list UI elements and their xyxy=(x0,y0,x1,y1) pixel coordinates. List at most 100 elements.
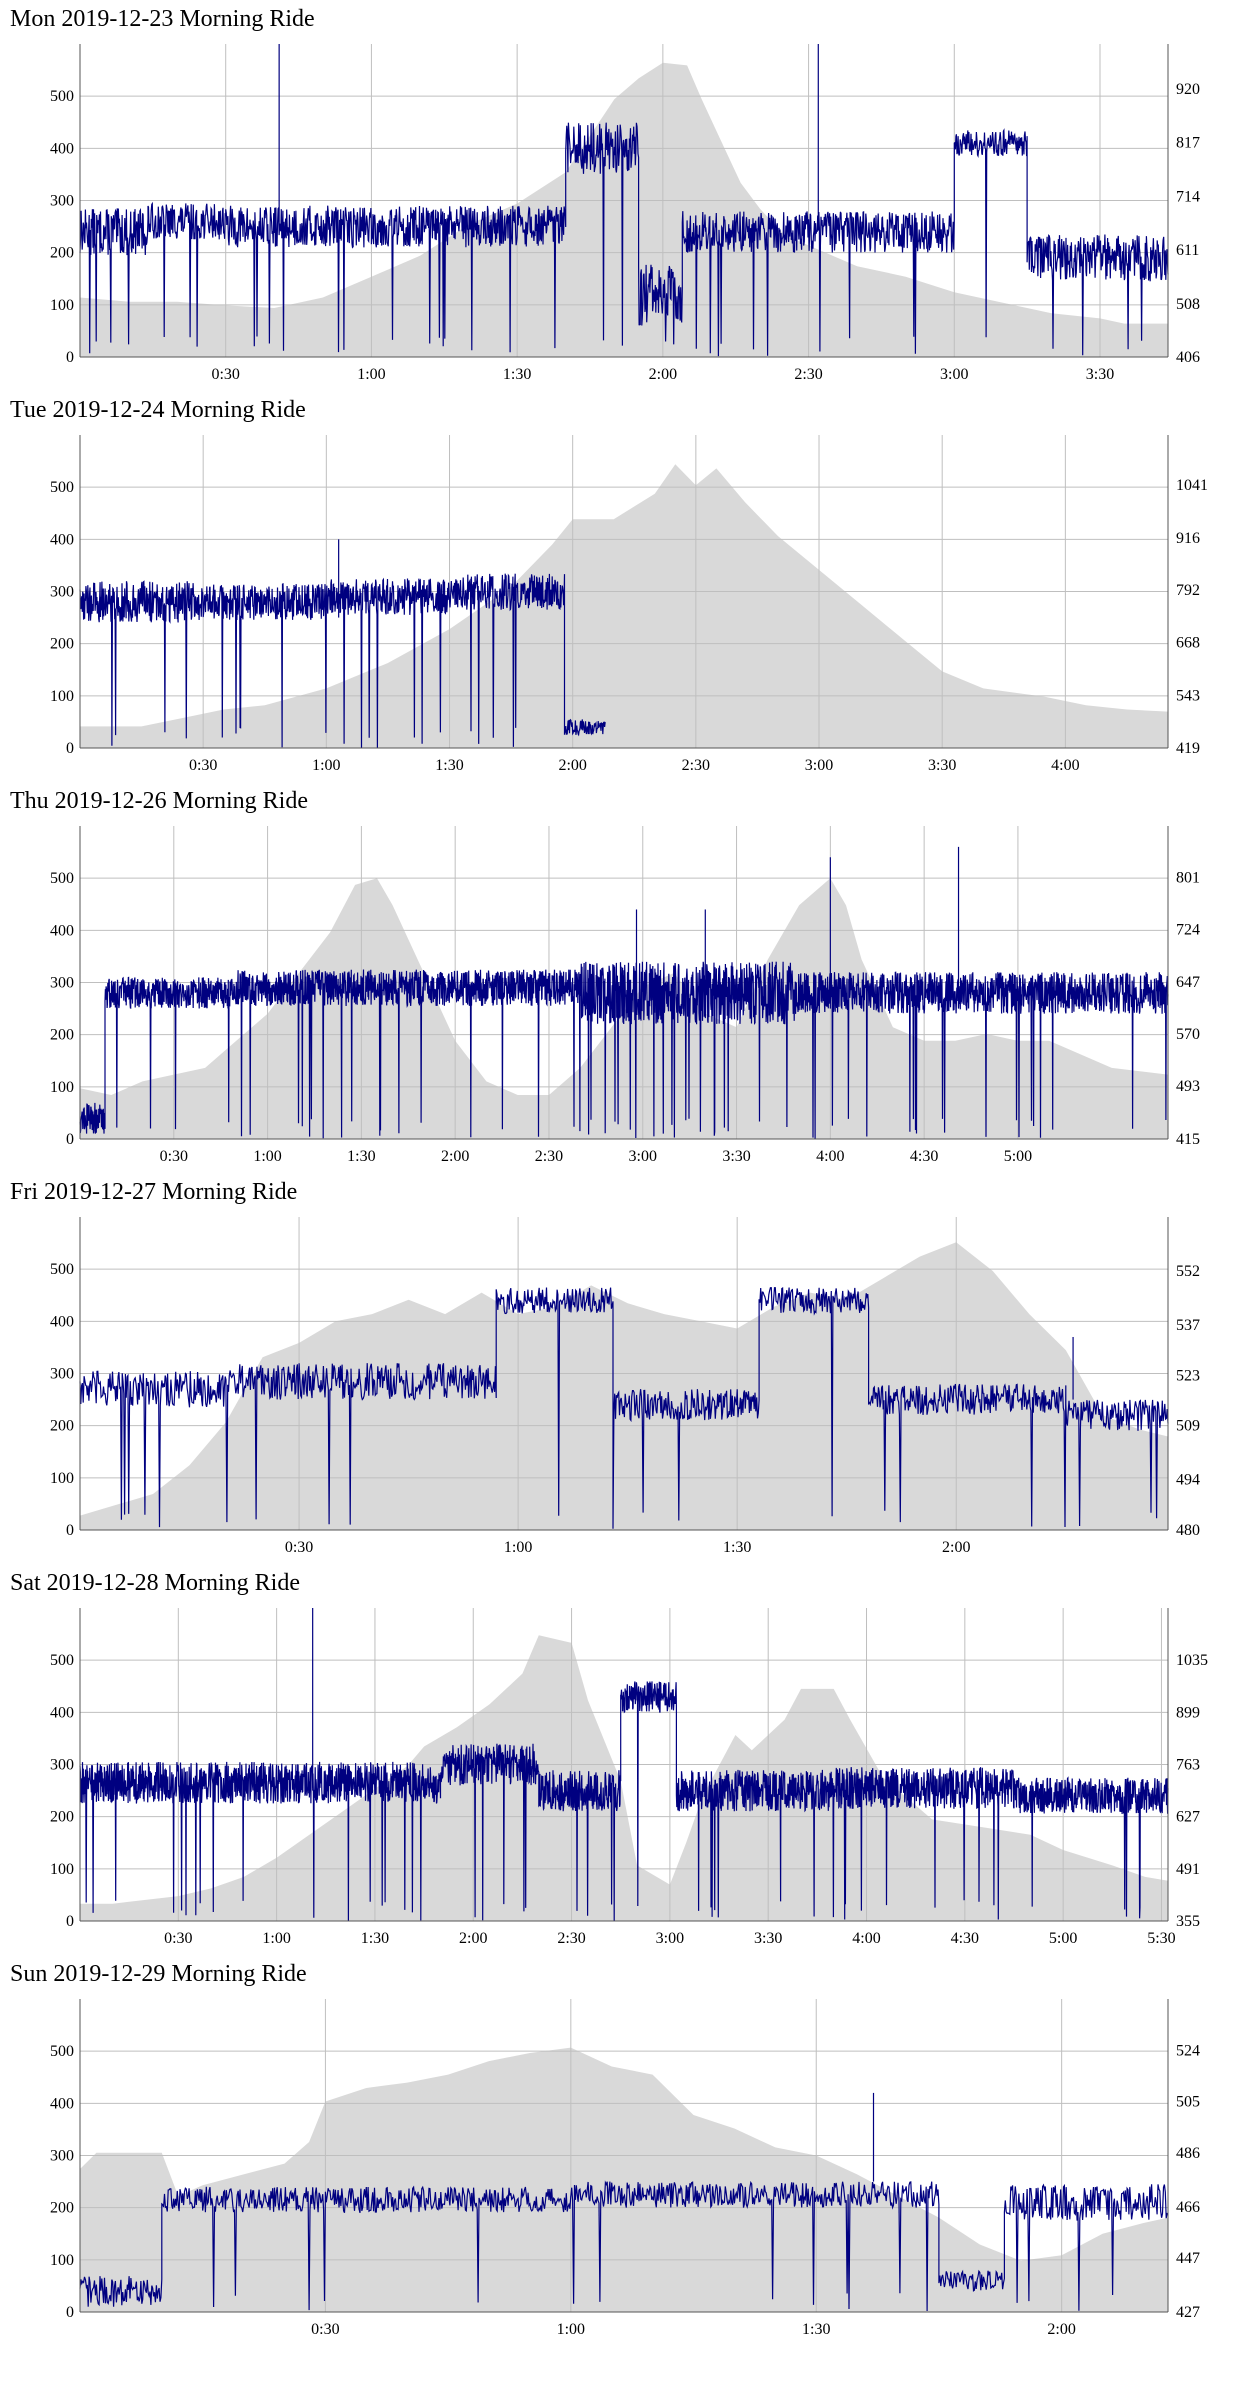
x-tick-label: 0:30 xyxy=(164,1930,192,1947)
y2-tick-label: 724 xyxy=(1176,922,1200,939)
y2-tick-label: 524 xyxy=(1176,2042,1200,2059)
x-tick-label: 3:00 xyxy=(805,757,833,774)
y2-tick-label: 419 xyxy=(1176,740,1200,757)
y-tick-label: 100 xyxy=(50,2252,74,2269)
y2-tick-label: 480 xyxy=(1176,1522,1200,1539)
ride-chart-panel: Fri 2019-12-27 Morning Ride 0 100 200 300 400… xyxy=(0,1173,1250,1568)
x-tick-label: 0:30 xyxy=(285,1539,313,1556)
y2-tick-label: 668 xyxy=(1176,635,1200,652)
y2-tick-label: 647 xyxy=(1176,974,1200,991)
y2-tick-label: 920 xyxy=(1176,81,1200,98)
y2-tick-label: 491 xyxy=(1176,1861,1200,1878)
y2-tick-label: 570 xyxy=(1176,1026,1200,1043)
x-tick-label: 2:30 xyxy=(794,366,822,383)
x-tick-label: 3:30 xyxy=(722,1148,750,1165)
y2-tick-label: 508 xyxy=(1176,296,1200,313)
y-tick-label: 400 xyxy=(50,2095,74,2112)
y-tick-label: 500 xyxy=(50,1652,74,1669)
power-line xyxy=(79,961,1169,1139)
chart-title: Sat 2019-12-28 Morning Ride xyxy=(10,1570,300,1596)
x-tick-label: 3:30 xyxy=(928,757,956,774)
y-tick-label: 200 xyxy=(50,1027,74,1044)
ride-chart-panel: Sat 2019-12-28 Morning Ride 0 100 200 300 400… xyxy=(0,1564,1250,1959)
elevation-area xyxy=(80,464,1168,748)
x-tick-label: 0:30 xyxy=(211,366,239,383)
x-tick-label: 5:00 xyxy=(1004,1148,1032,1165)
x-tick-label: 1:30 xyxy=(503,366,531,383)
y-tick-label: 300 xyxy=(50,975,74,992)
x-tick-label: 1:00 xyxy=(557,2321,585,2338)
y2-tick-label: 543 xyxy=(1176,688,1200,705)
elevation-area xyxy=(80,2047,1168,2312)
x-tick-label: 3:00 xyxy=(656,1930,684,1947)
y-tick-label: 200 xyxy=(50,245,74,262)
y-tick-label: 400 xyxy=(50,531,74,548)
y-tick-label: 0 xyxy=(66,740,74,757)
x-tick-label: 2:00 xyxy=(1047,2321,1075,2338)
x-tick-label: 1:00 xyxy=(357,366,385,383)
chart-title: Sun 2019-12-29 Morning Ride xyxy=(10,1961,307,1987)
ride-chart-panel: Tue 2019-12-24 Morning Ride 0 100 200 300 400… xyxy=(0,391,1250,786)
x-tick-label: 1:00 xyxy=(262,1930,290,1947)
chart-svg: 0 100 200 300 400 500 355 491 627 763 899 1035 0:30 1… xyxy=(50,1608,1208,1947)
y-tick-label: 0 xyxy=(66,1131,74,1148)
y-tick-label: 300 xyxy=(50,584,74,601)
y2-tick-label: 763 xyxy=(1176,1757,1200,1774)
y2-tick-label: 415 xyxy=(1176,1131,1200,1148)
y2-tick-label: 552 xyxy=(1176,1263,1200,1280)
y2-tick-label: 509 xyxy=(1176,1418,1200,1435)
chart-title: Tue 2019-12-24 Morning Ride xyxy=(10,397,306,423)
chart-svg: 0 100 200 300 400 500 419 543 668 792 916 1041 0:30 1… xyxy=(50,435,1208,774)
x-tick-label: 0:30 xyxy=(189,757,217,774)
y2-tick-label: 801 xyxy=(1176,869,1200,886)
y-tick-label: 100 xyxy=(50,688,74,705)
y-tick-label: 500 xyxy=(50,2043,74,2060)
y-tick-label: 200 xyxy=(50,2200,74,2217)
x-tick-label: 1:30 xyxy=(435,757,463,774)
y-tick-label: 200 xyxy=(50,1809,74,1826)
x-tick-label: 1:30 xyxy=(723,1539,751,1556)
y-tick-label: 200 xyxy=(50,636,74,653)
x-tick-label: 0:30 xyxy=(160,1148,188,1165)
y-tick-label: 400 xyxy=(50,1313,74,1330)
y-tick-label: 500 xyxy=(50,479,74,496)
x-tick-label: 3:30 xyxy=(754,1930,782,1947)
chart-svg: 0 100 200 300 400 500 427 447 466 486 505 524 0:30 1:… xyxy=(50,1999,1200,2338)
x-tick-label: 3:00 xyxy=(940,366,968,383)
x-tick-label: 4:00 xyxy=(816,1148,844,1165)
x-tick-label: 2:00 xyxy=(441,1148,469,1165)
chart-title: Fri 2019-12-27 Morning Ride xyxy=(10,1179,298,1205)
y-tick-label: 200 xyxy=(50,1418,74,1435)
y2-tick-label: 355 xyxy=(1176,1913,1200,1930)
y-tick-label: 0 xyxy=(66,1913,74,1930)
ride-chart-panel: Mon 2019-12-23 Morning Ride 0 100 200 300 400… xyxy=(0,0,1250,395)
y2-tick-label: 916 xyxy=(1176,530,1200,547)
y2-tick-label: 493 xyxy=(1176,1078,1200,1095)
x-tick-label: 5:00 xyxy=(1049,1930,1077,1947)
y-tick-label: 0 xyxy=(66,2304,74,2321)
y2-tick-label: 817 xyxy=(1176,135,1200,152)
x-tick-label: 2:00 xyxy=(649,366,677,383)
y2-tick-label: 427 xyxy=(1176,2304,1200,2321)
y-tick-label: 100 xyxy=(50,1079,74,1096)
y-tick-label: 500 xyxy=(50,1261,74,1278)
chart-svg: 0 100 200 300 400 500 415 493 570 647 724 801 0:30 1:… xyxy=(50,826,1200,1165)
y-tick-label: 400 xyxy=(50,922,74,939)
y-tick-label: 300 xyxy=(50,2148,74,2165)
y-tick-label: 300 xyxy=(50,1757,74,1774)
chart-svg: 0 100 200 300 400 500 480 494 509 523 537 552 0:30 1:… xyxy=(50,1217,1200,1556)
elevation-area xyxy=(80,62,1168,358)
y2-tick-label: 611 xyxy=(1176,242,1199,259)
power-line xyxy=(79,573,606,748)
x-tick-label: 3:00 xyxy=(629,1148,657,1165)
x-tick-label: 2:00 xyxy=(459,1930,487,1947)
y-tick-label: 500 xyxy=(50,870,74,887)
y-tick-label: 0 xyxy=(66,349,74,366)
y-tick-label: 0 xyxy=(66,1522,74,1539)
y2-tick-label: 505 xyxy=(1176,2094,1200,2111)
y2-tick-label: 792 xyxy=(1176,582,1200,599)
y-tick-label: 100 xyxy=(50,1861,74,1878)
x-tick-label: 3:30 xyxy=(1086,366,1114,383)
ride-chart-panel: Sun 2019-12-29 Morning Ride 0 100 200 300 400… xyxy=(0,1955,1250,2350)
